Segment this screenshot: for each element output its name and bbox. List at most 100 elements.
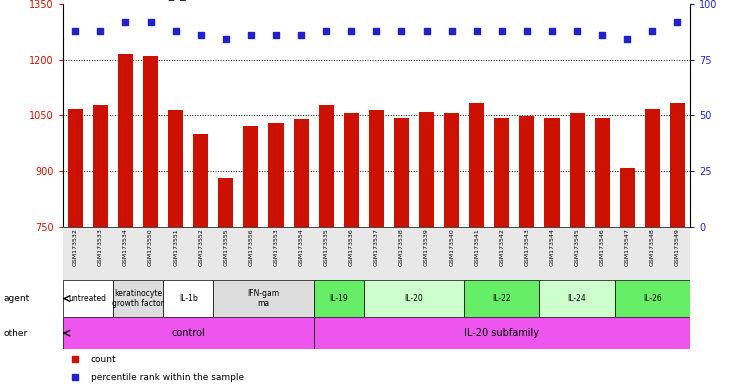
Point — [320, 28, 332, 34]
Bar — [494, 118, 509, 227]
Bar — [539, 280, 615, 317]
Bar — [444, 113, 459, 227]
Bar — [63, 280, 113, 317]
Text: GSM173553: GSM173553 — [274, 228, 278, 266]
Text: IFN-gam
ma: IFN-gam ma — [247, 289, 280, 308]
Text: GSM173546: GSM173546 — [600, 228, 604, 266]
Text: GSM173534: GSM173534 — [123, 228, 128, 266]
Bar — [469, 103, 484, 227]
Point — [220, 36, 232, 43]
Text: agent: agent — [4, 294, 30, 303]
Bar — [93, 105, 108, 227]
Point — [195, 32, 207, 38]
Text: GSM173550: GSM173550 — [148, 228, 153, 266]
Point — [370, 28, 382, 34]
Text: GSM173551: GSM173551 — [173, 228, 178, 266]
Text: GSM173532: GSM173532 — [73, 228, 77, 266]
Bar — [615, 280, 690, 317]
Point — [345, 28, 357, 34]
Text: IL-19: IL-19 — [329, 294, 348, 303]
Text: GSM173536: GSM173536 — [349, 228, 354, 266]
Point — [245, 32, 257, 38]
Bar — [168, 110, 183, 227]
Text: IL-1b: IL-1b — [179, 294, 198, 303]
Text: GSM173541: GSM173541 — [475, 228, 479, 266]
Point — [270, 32, 282, 38]
Text: GSM173549: GSM173549 — [675, 228, 680, 266]
Point — [571, 28, 583, 34]
Text: GSM173540: GSM173540 — [449, 228, 454, 266]
Bar — [218, 177, 233, 227]
Point — [672, 18, 683, 25]
Text: GSM173548: GSM173548 — [650, 228, 655, 266]
Text: other: other — [4, 329, 28, 338]
Text: GSM173538: GSM173538 — [399, 228, 404, 266]
Text: GSM173555: GSM173555 — [224, 228, 228, 266]
Text: keratinocyte
growth factor: keratinocyte growth factor — [112, 289, 164, 308]
Bar — [620, 168, 635, 227]
Text: GSM173542: GSM173542 — [500, 228, 504, 266]
Text: GSM173556: GSM173556 — [249, 228, 253, 266]
Bar — [314, 280, 364, 317]
Text: GSM173554: GSM173554 — [299, 228, 303, 266]
Bar — [394, 118, 409, 227]
Text: GSM173552: GSM173552 — [199, 228, 203, 266]
Text: GSM173543: GSM173543 — [525, 228, 529, 266]
Text: GSM173545: GSM173545 — [575, 228, 579, 266]
Text: IL-20 subfamily: IL-20 subfamily — [464, 328, 539, 338]
Point — [646, 28, 658, 34]
Bar — [364, 280, 464, 317]
Bar — [570, 113, 584, 227]
Text: GSM173539: GSM173539 — [424, 228, 429, 266]
Bar — [520, 116, 534, 227]
Bar — [670, 103, 685, 227]
Text: count: count — [91, 354, 117, 364]
Bar — [314, 317, 690, 349]
Text: IL-24: IL-24 — [568, 294, 587, 303]
Bar — [645, 109, 660, 227]
Point — [396, 28, 407, 34]
Point — [521, 28, 533, 34]
Point — [471, 28, 483, 34]
Point — [170, 28, 182, 34]
Point — [496, 28, 508, 34]
Point — [295, 32, 307, 38]
Bar — [213, 280, 314, 317]
Text: control: control — [171, 328, 205, 338]
Text: untreated: untreated — [69, 294, 107, 303]
Bar — [319, 105, 334, 227]
Bar — [294, 119, 308, 227]
Text: GSM173537: GSM173537 — [374, 228, 379, 266]
Point — [446, 28, 458, 34]
Text: IL-26: IL-26 — [643, 294, 662, 303]
Text: IL-22: IL-22 — [492, 294, 511, 303]
Bar — [369, 110, 384, 227]
Point — [69, 374, 81, 380]
Text: IL-20: IL-20 — [404, 294, 424, 303]
Bar — [118, 54, 133, 227]
Point — [69, 28, 81, 34]
Point — [621, 36, 633, 43]
Bar — [419, 112, 434, 227]
Text: GSM173544: GSM173544 — [550, 228, 554, 266]
Bar — [595, 118, 610, 227]
Point — [69, 356, 81, 362]
Bar — [163, 280, 213, 317]
Bar — [464, 280, 539, 317]
Bar — [143, 56, 158, 227]
Bar — [68, 109, 83, 227]
Bar — [269, 122, 283, 227]
Bar — [113, 280, 163, 317]
Text: GSM173547: GSM173547 — [625, 228, 630, 266]
Point — [145, 18, 156, 25]
Text: GSM173535: GSM173535 — [324, 228, 328, 266]
Bar — [545, 118, 559, 227]
Text: percentile rank within the sample: percentile rank within the sample — [91, 372, 244, 382]
Bar — [244, 126, 258, 227]
Bar — [193, 134, 208, 227]
Point — [120, 18, 131, 25]
Bar — [63, 317, 314, 349]
Bar — [344, 113, 359, 227]
Text: GSM173533: GSM173533 — [98, 228, 103, 266]
Point — [94, 28, 106, 34]
